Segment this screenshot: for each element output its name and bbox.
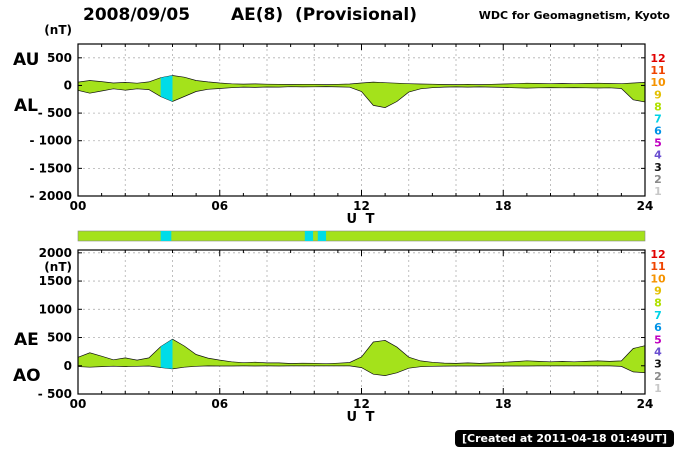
station-count-5: 5 bbox=[654, 137, 662, 150]
station-count-10: 10 bbox=[650, 76, 666, 89]
station-count-11: 11 bbox=[650, 64, 665, 77]
station-count-6: 6 bbox=[654, 321, 662, 334]
unit-label: (nT) bbox=[44, 260, 72, 274]
quality-bar-reduced-segment bbox=[317, 231, 327, 241]
station-count-4: 4 bbox=[654, 345, 662, 358]
x-tick-label: 00 bbox=[70, 199, 87, 213]
x-tick-label: 24 bbox=[637, 199, 654, 213]
x-tick-label: 12 bbox=[353, 199, 370, 213]
y-tick-label: 500 bbox=[47, 331, 72, 345]
y-tick-label: 0 bbox=[64, 359, 72, 373]
label-al: AL bbox=[14, 96, 38, 116]
plot-title: AE(8) (Provisional) bbox=[231, 5, 417, 25]
label-au: AU bbox=[13, 50, 40, 70]
station-count-12: 12 bbox=[650, 248, 665, 261]
x-tick-label: 12 bbox=[353, 397, 370, 411]
y-tick-label: - 1000 bbox=[29, 134, 72, 148]
y-tick-label: - 500 bbox=[38, 387, 72, 401]
station-count-12: 12 bbox=[650, 52, 665, 65]
station-count-4: 4 bbox=[654, 149, 662, 162]
station-count-7: 7 bbox=[654, 112, 662, 125]
station-count-6: 6 bbox=[654, 125, 662, 138]
plot-date: 2008/09/05 bbox=[83, 5, 191, 25]
station-count-8: 8 bbox=[654, 100, 662, 113]
quality-bar bbox=[77, 230, 646, 242]
quality-bar-reduced-segment bbox=[304, 231, 314, 241]
reduced-station-band bbox=[160, 75, 173, 102]
x-tick-label: 06 bbox=[211, 199, 228, 213]
x-tick-label: 06 bbox=[211, 397, 228, 411]
station-count-2: 2 bbox=[654, 173, 662, 186]
quality-bar-reduced-segment bbox=[160, 231, 172, 241]
station-count-3: 3 bbox=[654, 358, 662, 371]
y-tick-label: - 1500 bbox=[29, 161, 72, 175]
station-count-8: 8 bbox=[654, 297, 662, 310]
station-count-10: 10 bbox=[650, 272, 666, 285]
x-tick-label: 00 bbox=[70, 397, 87, 411]
y-tick-label: 2000 bbox=[39, 246, 72, 260]
station-count-5: 5 bbox=[654, 333, 662, 346]
y-tick-label: 1500 bbox=[39, 274, 72, 288]
y-tick-label: - 2000 bbox=[29, 189, 72, 203]
station-count-11: 11 bbox=[650, 260, 665, 273]
station-count-9: 9 bbox=[654, 88, 662, 101]
station-count-7: 7 bbox=[654, 309, 662, 322]
y-tick-label: 0 bbox=[64, 78, 72, 92]
x-tick-label: 18 bbox=[495, 199, 512, 213]
y-tick-label: 1000 bbox=[39, 302, 72, 316]
station-count-9: 9 bbox=[654, 285, 662, 298]
reduced-station-band bbox=[160, 339, 173, 369]
credit-label: WDC for Geomagnetism, Kyoto bbox=[478, 9, 670, 22]
station-count-1: 1 bbox=[654, 382, 662, 395]
label-ao: AO bbox=[13, 366, 41, 386]
station-count-2: 2 bbox=[654, 370, 662, 383]
y-tick-label: - 500 bbox=[38, 106, 72, 120]
x-tick-label: 24 bbox=[637, 397, 654, 411]
x-axis-title: U T bbox=[347, 212, 377, 227]
x-axis-title: U T bbox=[347, 410, 377, 425]
created-stamp: [Created at 2011-04-18 01:49UT] bbox=[454, 430, 674, 447]
label-ae: AE bbox=[14, 330, 39, 350]
y-tick-label: 500 bbox=[47, 51, 72, 65]
station-count-1: 1 bbox=[654, 185, 662, 198]
station-count-3: 3 bbox=[654, 161, 662, 174]
x-tick-label: 18 bbox=[495, 397, 512, 411]
unit-label: (nT) bbox=[44, 23, 72, 37]
